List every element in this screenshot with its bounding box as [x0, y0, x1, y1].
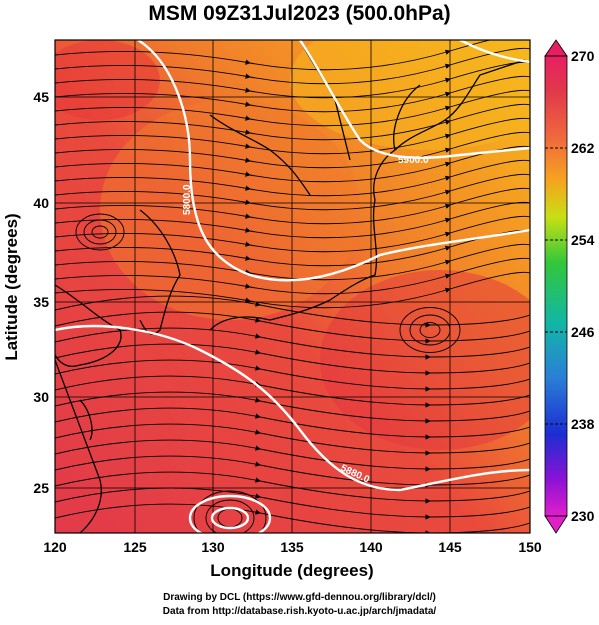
plot-frame [54, 39, 531, 534]
colorbar-tick-label: 262 [571, 140, 595, 156]
x-tick-label: 130 [201, 539, 225, 555]
credit-line-2: Data from http://database.rish.kyoto-u.a… [162, 606, 437, 617]
x-tick-label: 125 [123, 539, 147, 555]
streamline-eddy [83, 219, 117, 245]
colorbar-tick-label: 238 [571, 416, 595, 432]
streamline [55, 343, 530, 376]
streamline [55, 503, 530, 533]
y-tick-label: 35 [33, 294, 49, 310]
chart-title: MSM 09Z31Jul2023 (500.0hPa) [148, 2, 451, 25]
x-tick-label: 150 [518, 539, 542, 555]
streamline [55, 487, 530, 520]
temperature-field [55, 40, 530, 533]
streamline [55, 391, 530, 424]
geopotential-contours [55, 40, 530, 533]
streamline [55, 407, 530, 440]
x-tick-label: 140 [359, 539, 383, 555]
colorbar-tick-label: 230 [571, 508, 595, 524]
y-tick-label: 45 [33, 89, 49, 105]
x-axis: 120 125 130 135 140 145 150 [43, 539, 542, 555]
credit-line-1: Drawing by DCL (https://www.gfd-dennou.o… [163, 592, 436, 603]
contour-label: 5800.0 [182, 184, 193, 215]
streamline-eddy [419, 322, 441, 338]
colorbar: 270 262 254 246 238 230 [544, 39, 595, 534]
x-axis-label: Longitude (degrees) [210, 561, 373, 580]
x-tick-label: 120 [43, 539, 67, 555]
streamline [55, 423, 530, 456]
streamline-eddy [75, 213, 125, 251]
colorbar-tick-label: 246 [571, 324, 595, 340]
y-tick-label: 30 [33, 389, 49, 405]
streamline-eddy [205, 499, 255, 533]
streamline [55, 295, 530, 328]
streamline [55, 327, 530, 360]
x-tick-label: 135 [280, 539, 304, 555]
streamline [55, 471, 530, 504]
y-axis-label: Latitude (degrees) [2, 213, 21, 360]
streamline [55, 455, 530, 488]
streamline-eddy [193, 490, 267, 533]
streamline-eddy [91, 225, 109, 239]
y-tick-label: 25 [33, 480, 49, 496]
streamlines [55, 40, 530, 533]
streamline [55, 359, 530, 392]
y-tick-label: 40 [33, 195, 49, 211]
streamline-eddy [399, 307, 461, 353]
colorbar-tick-label: 254 [571, 232, 595, 248]
x-tick-label: 145 [438, 539, 462, 555]
grid-lines [55, 40, 530, 533]
streamline [55, 311, 530, 344]
colorbar-tick-label: 270 [571, 48, 595, 64]
y-axis: 25 30 35 40 45 [33, 89, 49, 496]
contour-label: 5900.0 [398, 155, 429, 166]
